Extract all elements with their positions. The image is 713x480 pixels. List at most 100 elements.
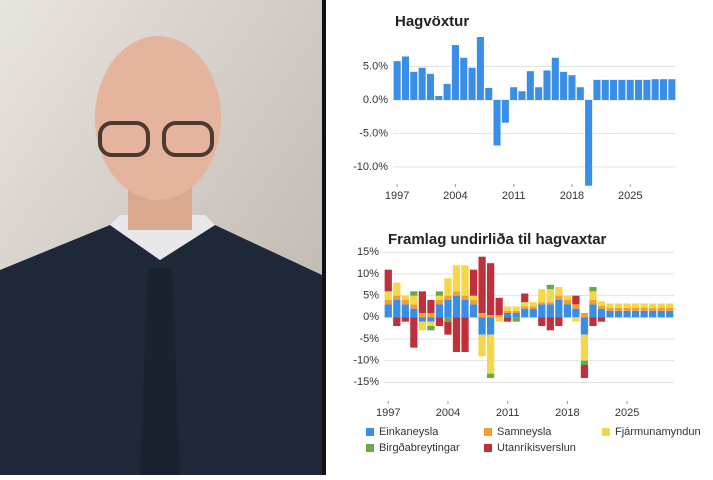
bar-segment xyxy=(589,287,597,292)
bar-segment xyxy=(606,303,614,308)
bar-segment xyxy=(521,293,529,303)
bar-segment xyxy=(546,302,554,305)
x-tick-label: 2004 xyxy=(443,190,467,202)
bar-segment xyxy=(452,295,461,318)
bar-segment xyxy=(640,303,648,308)
bar-segment xyxy=(452,291,461,296)
bar-segment xyxy=(580,334,589,361)
bar-segment xyxy=(563,300,572,305)
bar-segment xyxy=(393,295,401,300)
bar-segment xyxy=(418,317,427,322)
bar-segment xyxy=(538,302,546,305)
bar-segment xyxy=(444,317,452,322)
bar xyxy=(585,99,593,186)
bar-segment xyxy=(555,300,563,318)
bar-segment xyxy=(495,317,503,322)
bar-segment xyxy=(427,313,435,318)
bar-segment xyxy=(401,295,409,300)
bar-segment xyxy=(546,289,554,303)
bar-segment xyxy=(597,301,606,306)
bar-segment xyxy=(486,263,495,316)
bar-segment xyxy=(495,315,503,318)
bar-segment xyxy=(666,303,674,308)
bar-segment xyxy=(597,308,606,318)
legend-swatch xyxy=(366,444,374,452)
x-tick-label: 1997 xyxy=(385,190,409,202)
bar xyxy=(659,79,668,100)
y-tick-label: 0% xyxy=(363,311,379,323)
bar-segment xyxy=(478,317,486,335)
bar-segment xyxy=(649,310,657,318)
x-tick-label: 2011 xyxy=(502,190,526,202)
bar-segment xyxy=(393,282,401,296)
bar-segment xyxy=(606,307,614,311)
y-tick-label: -15% xyxy=(353,376,379,388)
bar-segment xyxy=(461,300,469,318)
x-tick-label: 2025 xyxy=(618,190,642,202)
bar xyxy=(401,56,410,100)
bar-segment xyxy=(589,317,597,326)
bar-segment xyxy=(410,295,418,305)
bar-segment xyxy=(486,334,495,374)
bar-segment xyxy=(657,303,665,308)
bar-segment xyxy=(427,300,435,313)
bar-segment xyxy=(504,317,512,322)
bar xyxy=(535,87,543,100)
bar xyxy=(643,79,651,100)
bar xyxy=(460,57,468,100)
bar-segment xyxy=(384,304,392,318)
bar-segment xyxy=(418,291,427,313)
y-tick-label: 15% xyxy=(357,246,379,258)
bar xyxy=(410,71,418,100)
bar xyxy=(426,73,434,100)
bar-segment xyxy=(538,304,546,318)
bar-segment xyxy=(435,291,444,296)
bar-segment xyxy=(572,317,580,322)
legend-label: Utanríkisverslun xyxy=(497,442,576,454)
bar-segment xyxy=(512,306,520,311)
y-tick-label: -10.0% xyxy=(353,161,388,173)
x-tick-label: 2004 xyxy=(436,407,460,419)
bar-segment xyxy=(435,317,444,326)
bar-segment xyxy=(410,317,418,348)
bar-segment xyxy=(666,307,674,311)
bar-segment xyxy=(623,303,631,308)
bar-segment xyxy=(521,308,529,318)
bar-segment xyxy=(410,291,418,296)
bar-segment xyxy=(486,317,495,335)
bar-segment xyxy=(649,303,657,308)
bar xyxy=(435,95,443,100)
bar-segment xyxy=(469,269,478,296)
y-tick-label: 10% xyxy=(357,268,379,280)
bar-segment xyxy=(563,295,572,300)
x-tick-label: 1997 xyxy=(376,407,400,419)
bar-segment xyxy=(435,304,444,318)
bar xyxy=(560,71,568,100)
bar-segment xyxy=(401,304,409,318)
bar-segment xyxy=(614,310,623,318)
bar-segment xyxy=(640,310,648,318)
x-tick-label: 2018 xyxy=(560,190,584,202)
bar-segment xyxy=(623,310,631,318)
bar xyxy=(551,57,559,100)
bar-segment xyxy=(469,300,478,305)
bar-segment xyxy=(580,317,589,335)
bar-segment xyxy=(563,304,572,318)
bar-segment xyxy=(589,300,597,305)
bar xyxy=(651,79,659,100)
bar-segment xyxy=(452,317,461,352)
bar-segment xyxy=(427,317,435,322)
legend-label: Samneysla xyxy=(497,426,552,438)
bar-segment xyxy=(384,300,392,305)
y-tick-label: 5% xyxy=(363,290,379,302)
bar-segment xyxy=(418,321,427,331)
bar-segment xyxy=(538,317,546,326)
bar-segment xyxy=(461,317,469,352)
bar-segment xyxy=(589,291,597,300)
bar-segment xyxy=(384,269,392,292)
bar xyxy=(485,87,493,100)
bar-segment xyxy=(435,295,444,300)
bar-segment xyxy=(597,317,606,322)
bar-segment xyxy=(444,300,452,318)
bar-segment xyxy=(393,300,401,318)
